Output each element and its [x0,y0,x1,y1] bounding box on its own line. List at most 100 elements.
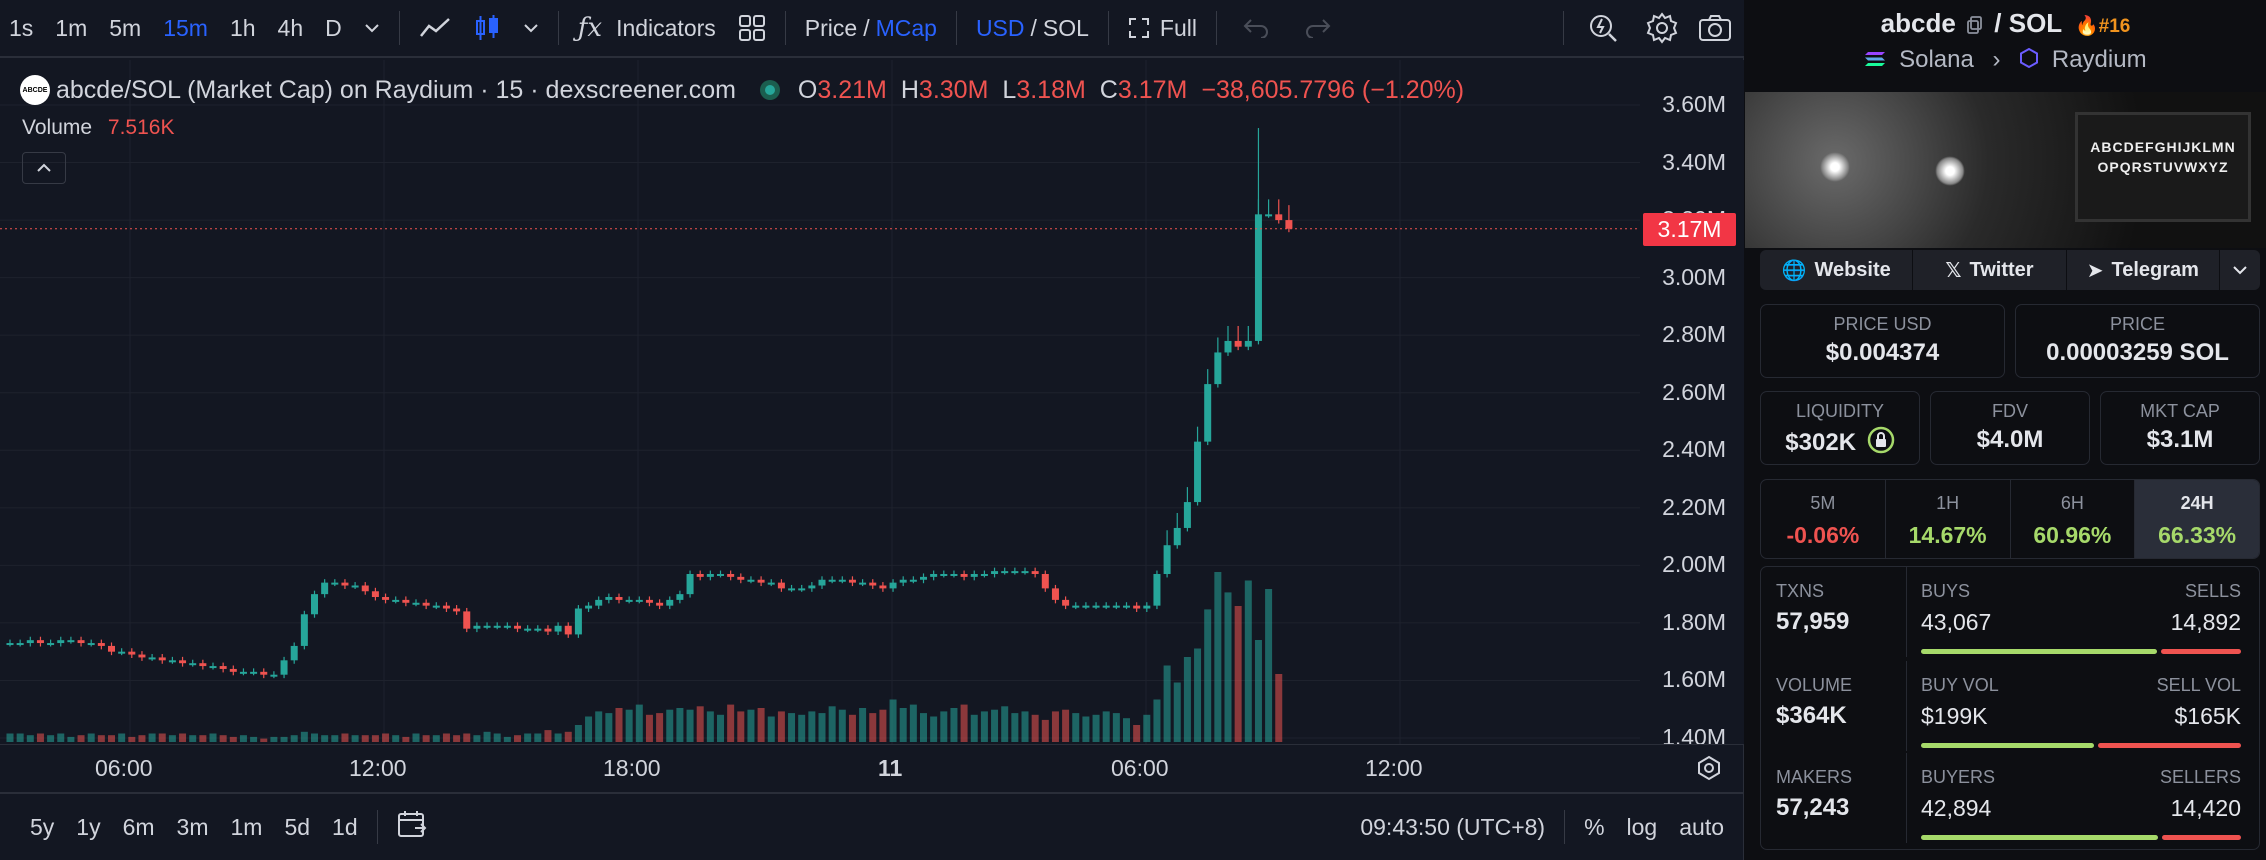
candle [260,671,268,675]
chevron-down-icon[interactable] [512,0,550,57]
lock-icon[interactable] [1867,426,1895,461]
interval-4h[interactable]: 4h [277,14,304,41]
redo-icon[interactable] [1287,0,1349,57]
interval-D[interactable]: D [325,14,342,41]
volume-bar [239,735,247,742]
txns-value: 57,959 [1776,608,1850,635]
interval-1m[interactable]: 1m [55,14,88,41]
volume-bar [777,711,785,742]
candle [351,585,359,588]
layouts-icon[interactable] [727,0,777,57]
candle [676,594,684,600]
volume-bar [453,735,461,742]
candle [798,588,806,591]
chain-link[interactable]: Solana [1899,46,1974,73]
volume-bar [595,711,603,742]
more-links-button[interactable] [2220,250,2260,290]
line-chart-icon[interactable] [408,0,462,57]
volume-bar [899,708,907,742]
candle [270,674,278,677]
log-toggle[interactable]: log [1626,813,1658,840]
symbol-title[interactable]: abcde/SOL (Market Cap) on Raydium · 15 ·… [56,75,736,104]
range-5d[interactable]: 5d [284,813,311,840]
volume-bar [250,736,258,742]
tab-24h[interactable]: 24H 66.33% [2135,480,2259,558]
telegram-button[interactable]: ➤ Telegram [2067,250,2220,290]
settings-icon[interactable] [1696,755,1722,786]
tab-5m[interactable]: 5M -0.06% [1761,480,1886,558]
sell-vol-label: SELL VOL [2156,675,2241,695]
volume-bar [848,714,856,742]
price-axis-label: 2.20M [1662,493,1726,520]
volume-bar [1275,674,1283,742]
chart-canvas[interactable]: ABCDE abcde/SOL (Market Cap) on Raydium … [0,60,1744,750]
time-axis[interactable]: 06:00 12:00 18:00 11 06:00 12:00 [0,744,1744,792]
auto-toggle[interactable]: auto [1679,813,1724,840]
collapse-legend-button[interactable] [22,152,66,184]
trending-rank[interactable]: 🔥#16 [2074,16,2131,37]
interval-5m[interactable]: 5m [109,14,142,41]
last-price-tag: 3.17M [1643,213,1736,246]
copy-icon[interactable] [1967,10,1983,41]
candle [524,628,532,631]
sellers-value: 14,420 [2170,795,2241,821]
range-1m[interactable]: 1m [230,813,263,840]
percent-toggle[interactable]: % [1584,813,1605,840]
candle [970,573,978,577]
candle [209,666,217,669]
volume-bar [331,735,339,742]
volume-bar [909,704,917,742]
candle [463,611,471,629]
tab-6h[interactable]: 6H 60.96% [2011,480,2136,558]
volume-bar [635,704,643,742]
twitter-button[interactable]: 𝕏 Twitter [1913,250,2067,290]
candle [108,645,115,652]
candle [311,594,318,615]
volume-bar [869,713,877,742]
price-axis-label: 1.40M [1662,724,1726,750]
volume-bar [57,733,65,742]
mcap-option: MCap [875,14,937,41]
volume-bar [300,731,308,742]
candle [1285,220,1293,229]
range-3m[interactable]: 3m [176,813,209,840]
gear-icon[interactable] [1634,0,1690,57]
interval-1h[interactable]: 1h [229,14,256,41]
range-1d[interactable]: 1d [332,813,358,840]
interval-15m[interactable]: 15m [163,14,208,41]
tab-1h[interactable]: 1H 14.67% [1886,480,2011,558]
website-button[interactable]: 🌐 Website [1760,250,1914,290]
bottom-divider [376,810,378,844]
currency-toggle[interactable]: USD / SOL [965,0,1100,57]
range-5y[interactable]: 5y [30,813,55,840]
clock-time[interactable]: 09:43:50 (UTC+8) [1360,813,1546,840]
price-mcap-toggle[interactable]: Price / MCap [794,0,948,57]
candle [909,579,917,582]
calendar-icon[interactable] [386,810,438,844]
price-chart[interactable] [0,60,1744,744]
range-6m[interactable]: 6m [122,813,155,840]
volume-value: 7.516K [107,116,175,139]
sell-vol-bar [2098,743,2241,748]
token-header: abcde / SOL 🔥#16 [1745,8,2266,41]
volume-bar [1112,713,1120,742]
candle [371,591,379,598]
time-axis-label: 12:00 [1365,755,1423,781]
time-axis-label: 18:00 [603,755,661,781]
candles-icon[interactable] [462,0,512,57]
indicators-button[interactable]: ƒx Indicators [567,0,727,57]
quick-search-icon[interactable] [1572,0,1634,57]
price-axis-label: 3.60M [1662,91,1726,117]
chevron-down-icon[interactable] [353,0,391,57]
undo-icon[interactable] [1225,0,1287,57]
sol-option: SOL [1042,14,1089,41]
dex-link[interactable]: Raydium [2051,46,2147,73]
toolbar-divider [784,11,786,45]
volume-bar [36,733,44,742]
interval-1s[interactable]: 1s [9,14,34,41]
candle [392,599,400,602]
camera-icon[interactable] [1690,0,1744,57]
volume-bar [534,733,542,742]
range-1y[interactable]: 1y [76,813,101,840]
fullscreen-button[interactable]: Full [1117,0,1208,57]
